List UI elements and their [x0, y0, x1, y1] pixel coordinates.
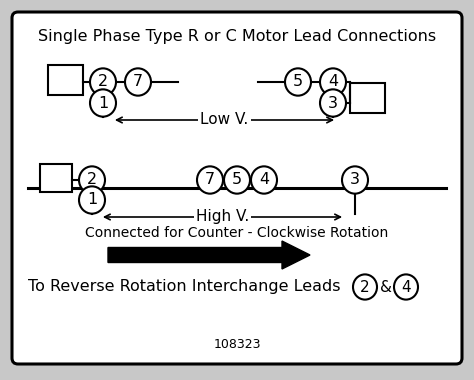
Text: Single Phase Type R or C Motor Lead Connections: Single Phase Type R or C Motor Lead Conn… [38, 30, 436, 44]
Ellipse shape [320, 68, 346, 96]
Text: Connected for Counter - Clockwise Rotation: Connected for Counter - Clockwise Rotati… [85, 226, 389, 240]
Ellipse shape [394, 274, 418, 299]
Ellipse shape [90, 89, 116, 117]
Ellipse shape [125, 68, 151, 96]
Text: 7: 7 [205, 173, 215, 187]
Ellipse shape [197, 166, 223, 194]
Text: Low V.: Low V. [201, 112, 249, 128]
Ellipse shape [251, 166, 277, 194]
Ellipse shape [79, 166, 105, 194]
Text: 5: 5 [293, 74, 303, 90]
Text: 1: 1 [98, 95, 108, 111]
Text: 2: 2 [98, 74, 108, 90]
Text: 1: 1 [87, 193, 97, 207]
Text: 4: 4 [328, 74, 338, 90]
Text: 108323: 108323 [213, 337, 261, 350]
Text: 3: 3 [328, 95, 338, 111]
FancyBboxPatch shape [12, 12, 462, 364]
Text: 2: 2 [87, 173, 97, 187]
Text: 4: 4 [401, 280, 411, 294]
Text: 5: 5 [232, 173, 242, 187]
Bar [40, 164, 72, 192]
Text: 4: 4 [259, 173, 269, 187]
Ellipse shape [224, 166, 250, 194]
Bar [350, 83, 385, 113]
Ellipse shape [353, 274, 377, 299]
Ellipse shape [90, 68, 116, 96]
FancyArrow shape [108, 241, 310, 269]
Text: To Reverse Rotation Interchange Leads: To Reverse Rotation Interchange Leads [28, 280, 340, 294]
Text: 2: 2 [360, 280, 370, 294]
Bar [48, 65, 83, 95]
Ellipse shape [320, 89, 346, 117]
Text: &: & [380, 280, 392, 294]
Text: 3: 3 [350, 173, 360, 187]
Text: High V.: High V. [196, 209, 249, 225]
Ellipse shape [342, 166, 368, 194]
Text: 7: 7 [133, 74, 143, 90]
Ellipse shape [285, 68, 311, 96]
Ellipse shape [79, 186, 105, 214]
